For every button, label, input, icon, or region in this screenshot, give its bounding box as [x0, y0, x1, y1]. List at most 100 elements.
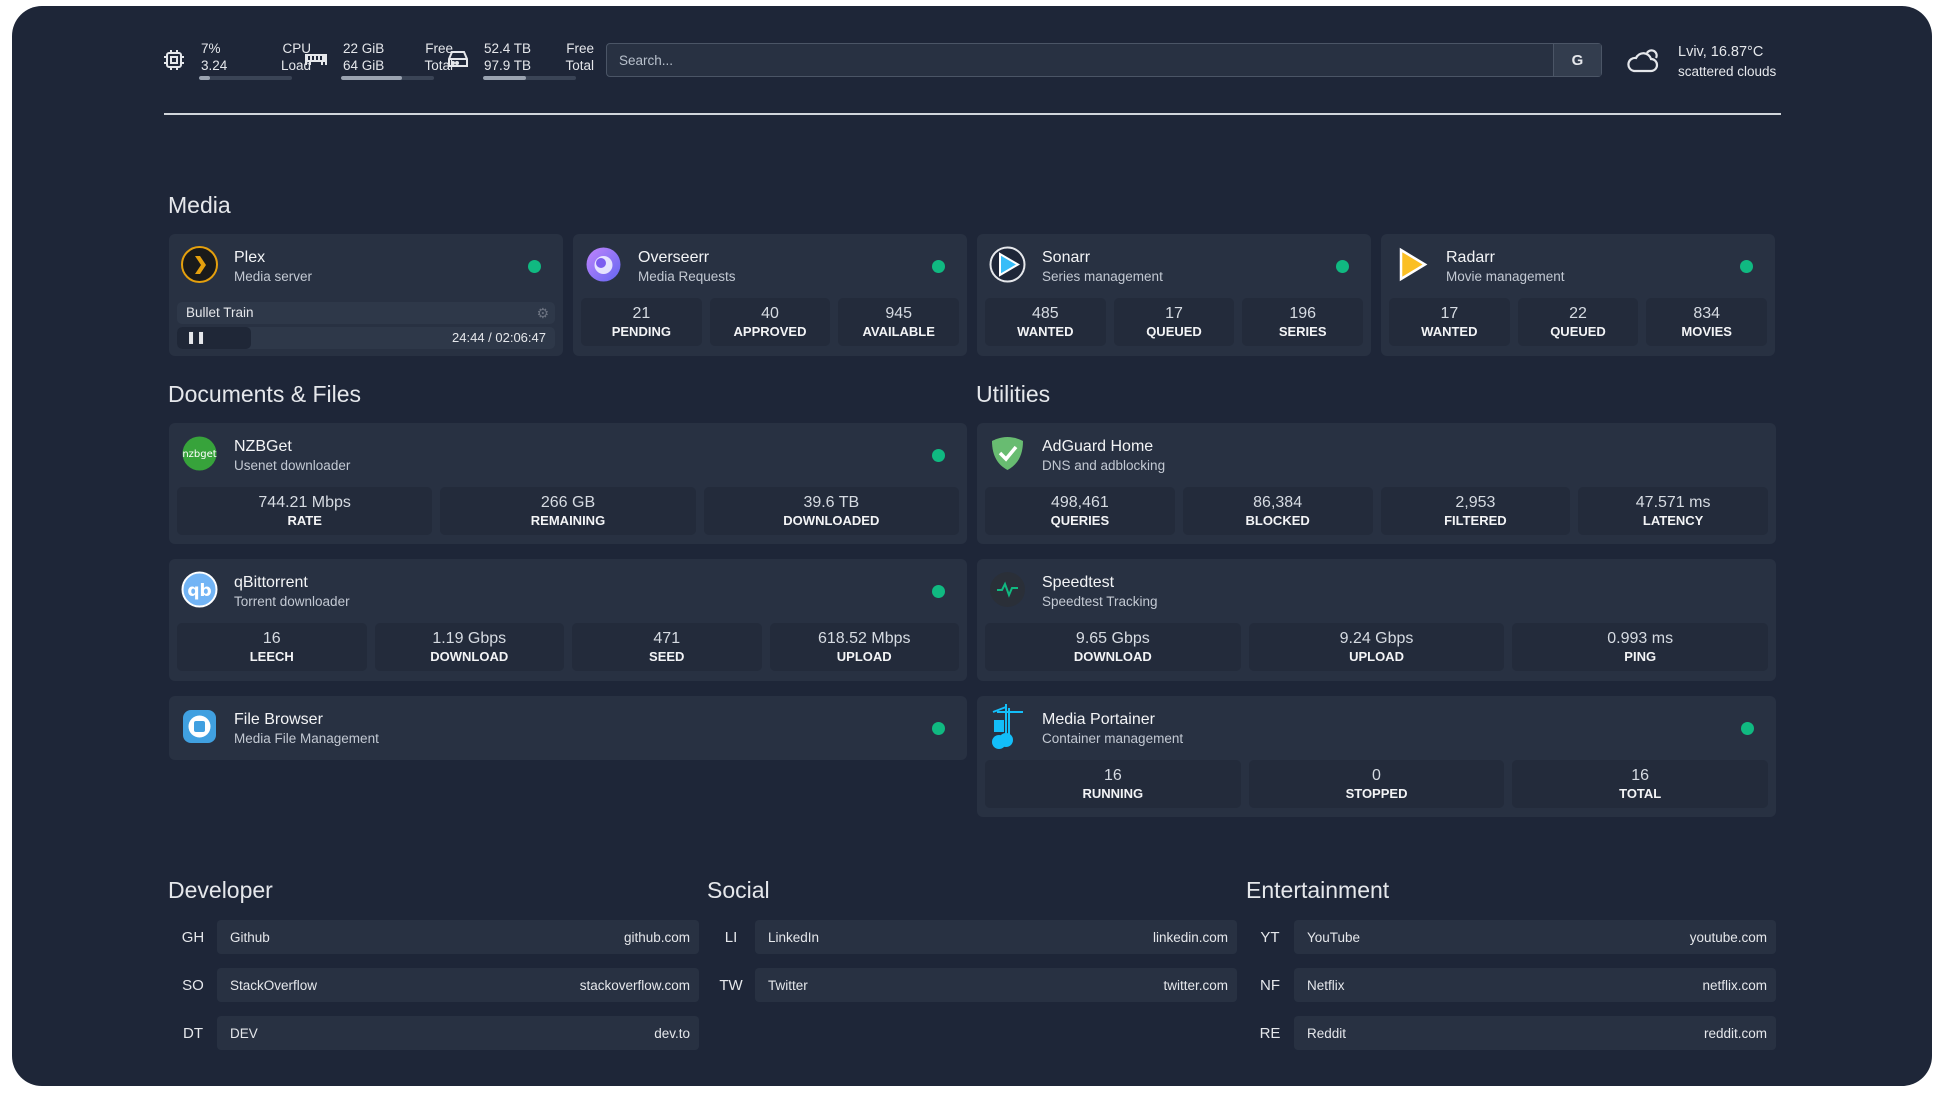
service-name: File Browser	[234, 711, 323, 728]
stat-block: 945 AVAILABLE	[838, 298, 960, 346]
service-card-nzbget[interactable]: nzbget NZBGet Usenet downloader 744.21 Mb…	[169, 423, 967, 544]
bookmark-abbr: DT	[183, 1024, 203, 1042]
bookmark-dev[interactable]: DT DEV dev.to	[169, 1016, 699, 1050]
bookmark-abbr: SO	[182, 976, 204, 994]
search-box: G	[606, 43, 1602, 77]
service-card-speedtest[interactable]: Speedtest Speedtest Tracking 9.65 Gbps DOW…	[977, 559, 1776, 681]
service-name: Radarr	[1446, 249, 1495, 266]
bookmark-link[interactable]: StackOverflow stackoverflow.com	[217, 968, 699, 1002]
status-indicator	[528, 260, 541, 273]
bookmark-link[interactable]: YouTube youtube.com	[1294, 920, 1776, 954]
total-label: Total	[565, 58, 594, 73]
service-stats: 485 WANTED 17 QUEUED 196 SERIES	[985, 298, 1364, 346]
memory-stat: 22 GiB 64 GiB Free Total	[343, 40, 453, 82]
bookmark-reddit[interactable]: RE Reddit reddit.com	[1246, 1016, 1776, 1050]
bookmark-abbr: GH	[181, 928, 205, 946]
bookmark-link[interactable]: Github github.com	[217, 920, 699, 954]
service-card-radarr[interactable]: Radarr Movie management 17 WANTED 22 QUEUED 8…	[1381, 234, 1775, 356]
search-input[interactable]	[607, 52, 1553, 68]
service-card-overseerr[interactable]: Overseerr Media Requests 21 PENDING 40 APPRO…	[573, 234, 967, 356]
stat-value: 9.24 Gbps	[1339, 630, 1414, 647]
bookmark-url: reddit.com	[1703, 1025, 1767, 1041]
stat-block: 17 WANTED	[1389, 298, 1510, 346]
stat-label: UPLOAD	[1349, 649, 1404, 664]
stat-block: 40 APPROVED	[709, 298, 831, 346]
stat-label: DOWNLOAD	[1073, 649, 1152, 664]
bookmark-linkedin[interactable]: LI LinkedIn linkedin.com	[707, 920, 1237, 954]
stat-label: FILTERED	[1444, 513, 1507, 528]
bookmark-link[interactable]: DEV dev.to	[217, 1016, 699, 1050]
bookmark-link[interactable]: Reddit reddit.com	[1294, 1016, 1776, 1050]
service-description: Container management	[1042, 731, 1184, 746]
stat-value: 2,953	[1455, 494, 1496, 511]
memory-bar-fill	[341, 76, 403, 80]
stat-value: 16	[1103, 767, 1122, 784]
stat-value: 22	[1569, 305, 1587, 322]
service-description: Media Requests	[638, 269, 736, 284]
service-description: Media server	[234, 269, 313, 284]
stat-label: DOWNLOADED	[783, 513, 880, 528]
playback-progress-fill	[177, 327, 251, 349]
service-card-sonarr[interactable]: Sonarr Series management 485 WANTED 17 QUEUE…	[977, 234, 1371, 356]
bookmark-link[interactable]: LinkedIn linkedin.com	[755, 920, 1237, 954]
service-description: Usenet downloader	[234, 458, 351, 473]
now-playing-title: Bullet Train	[186, 305, 254, 320]
service-stats: 498,461 QUERIES 86,384 BLOCKED 2,953 FILTERED…	[985, 487, 1768, 535]
stat-label: QUEUED	[1146, 324, 1202, 339]
stat-block: 9.65 Gbps DOWNLOAD	[985, 623, 1241, 671]
sonarr-icon	[989, 246, 1026, 283]
bookmark-link[interactable]: Twitter twitter.com	[755, 968, 1237, 1002]
disk-free: 52.4 TB	[484, 41, 532, 56]
pause-icon[interactable]: ❚❚	[186, 330, 207, 344]
bookmark-github[interactable]: GH Github github.com	[169, 920, 699, 954]
bookmark-url: twitter.com	[1163, 977, 1228, 993]
stat-block: 2,953 FILTERED	[1380, 487, 1571, 535]
bookmark-name: YouTube	[1307, 929, 1361, 945]
service-name: Plex	[234, 249, 266, 266]
stat-block: 39.6 TB DOWNLOADED	[703, 487, 959, 535]
service-description: Speedtest Tracking	[1042, 594, 1158, 609]
stat-block: 16 TOTAL	[1512, 760, 1769, 808]
playback-progress[interactable]: ❚❚ 24:44 / 02:06:47	[177, 327, 555, 349]
service-stats: 16 LEECH 1.19 Gbps DOWNLOAD 471 SEED 618.52 Mb…	[177, 623, 959, 671]
status-indicator	[932, 585, 945, 598]
bookmark-netflix[interactable]: NF Netflix netflix.com	[1246, 968, 1776, 1002]
service-description: Movie management	[1446, 269, 1565, 284]
service-name: Media Portainer	[1042, 711, 1155, 728]
stat-value: 744.21 Mbps	[258, 494, 351, 511]
overseerr-icon	[585, 246, 622, 283]
bookmark-twitter[interactable]: TW Twitter twitter.com	[707, 968, 1237, 1002]
service-card-plex[interactable]: Plex Media server Bullet Train ⚙ ❚❚ 24:4…	[169, 234, 563, 356]
cpu-icon	[164, 50, 184, 70]
stat-label: DOWNLOAD	[430, 649, 509, 664]
cloud-icon	[1627, 49, 1659, 73]
stat-block: 21 PENDING	[581, 298, 702, 346]
disk-stat: 52.4 TB 97.9 TB Free Total	[484, 40, 594, 82]
disk-icon	[448, 51, 468, 67]
service-card-qbittorrent[interactable]: qb qBittorrent Torrent downloader 16 LEECH…	[169, 559, 967, 681]
stat-value: 40	[761, 305, 779, 322]
service-card-media-portainer[interactable]: Media Portainer Container management 16 RU…	[977, 696, 1776, 817]
service-card-file-browser[interactable]: File Browser Media File Management	[169, 696, 967, 760]
free-label: Free	[566, 41, 594, 56]
stat-label: RUNNING	[1082, 786, 1144, 801]
adguard-icon	[989, 435, 1026, 472]
settings-icon[interactable]: ⚙	[536, 305, 549, 321]
load-label: Load	[281, 58, 312, 73]
status-indicator	[932, 722, 945, 735]
stat-value: 47.571 ms	[1635, 494, 1711, 511]
stat-value: 17	[1165, 305, 1183, 322]
stat-value: 17	[1440, 305, 1459, 322]
bookmark-youtube[interactable]: YT YouTube youtube.com	[1246, 920, 1776, 954]
free-label: Free	[425, 41, 453, 56]
service-card-adguard-home[interactable]: AdGuard Home DNS and adblocking 498,461 QU…	[977, 423, 1776, 544]
bookmark-link[interactable]: Netflix netflix.com	[1294, 968, 1776, 1002]
weather-widget[interactable]: Lviv, 16.87°C scattered clouds	[1678, 43, 1776, 81]
service-name: AdGuard Home	[1042, 438, 1154, 455]
stat-label: SEED	[649, 649, 685, 664]
memory-free: 22 GiB	[343, 41, 385, 56]
search-provider-button[interactable]: G	[1553, 44, 1601, 76]
bookmark-stackoverflow[interactable]: SO StackOverflow stackoverflow.com	[169, 968, 699, 1002]
service-description: DNS and adblocking	[1042, 458, 1166, 473]
memory-icon	[305, 54, 327, 65]
